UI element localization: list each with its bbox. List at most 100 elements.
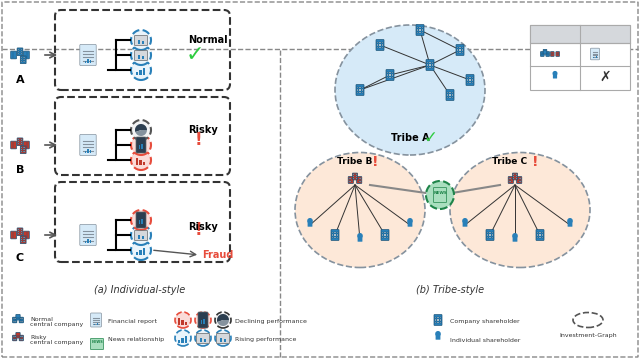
Bar xyxy=(387,77,388,78)
Bar xyxy=(447,94,449,95)
Bar xyxy=(382,234,383,236)
Bar xyxy=(380,45,381,46)
Bar xyxy=(387,234,388,236)
Bar xyxy=(18,53,19,54)
Bar xyxy=(487,232,488,233)
FancyBboxPatch shape xyxy=(434,314,442,325)
FancyBboxPatch shape xyxy=(456,45,464,55)
Bar xyxy=(21,241,22,242)
Bar xyxy=(220,338,222,342)
Bar xyxy=(389,74,390,75)
Text: Attribute: Attribute xyxy=(583,29,627,38)
Bar xyxy=(21,239,22,240)
Bar xyxy=(24,143,26,144)
FancyBboxPatch shape xyxy=(408,221,412,227)
Bar xyxy=(18,229,19,230)
Bar xyxy=(24,56,26,57)
Bar xyxy=(26,235,27,236)
Bar xyxy=(431,64,433,66)
Text: (b) Tribe-style: (b) Tribe-style xyxy=(416,285,484,295)
Text: (a) Individual-style: (a) Individual-style xyxy=(94,285,186,295)
FancyBboxPatch shape xyxy=(353,173,358,180)
Bar xyxy=(467,82,468,83)
Bar xyxy=(90,240,91,243)
FancyBboxPatch shape xyxy=(540,52,544,56)
Bar xyxy=(389,72,390,73)
Bar xyxy=(136,252,138,255)
FancyBboxPatch shape xyxy=(546,52,550,56)
Bar xyxy=(18,141,19,142)
Bar xyxy=(352,178,353,179)
Bar xyxy=(21,233,22,234)
Bar xyxy=(381,45,383,46)
Circle shape xyxy=(568,219,572,223)
Bar xyxy=(143,68,145,75)
Bar xyxy=(12,143,13,144)
Circle shape xyxy=(131,150,151,170)
Text: Declining performance: Declining performance xyxy=(235,320,307,325)
Circle shape xyxy=(131,30,151,50)
Bar xyxy=(417,27,419,28)
Bar xyxy=(204,319,205,324)
Bar xyxy=(362,89,363,90)
Bar xyxy=(461,50,463,51)
Bar xyxy=(540,232,541,233)
Bar xyxy=(85,150,86,153)
Bar xyxy=(509,181,510,182)
Text: Risky
central company: Risky central company xyxy=(30,335,83,345)
FancyBboxPatch shape xyxy=(13,335,17,341)
Bar xyxy=(472,76,473,78)
Bar xyxy=(530,25,630,90)
Bar xyxy=(23,241,24,242)
Bar xyxy=(185,322,188,325)
Circle shape xyxy=(426,181,454,209)
Bar xyxy=(23,61,24,62)
FancyBboxPatch shape xyxy=(543,49,547,54)
Circle shape xyxy=(175,312,191,328)
Bar xyxy=(141,56,143,59)
Bar xyxy=(357,87,358,88)
Bar xyxy=(392,77,393,78)
Text: B: B xyxy=(16,165,24,175)
Bar xyxy=(417,32,419,33)
FancyBboxPatch shape xyxy=(136,212,146,228)
Bar xyxy=(97,323,98,325)
Bar xyxy=(492,234,493,236)
Circle shape xyxy=(513,234,517,238)
Text: ✓: ✓ xyxy=(186,45,204,65)
Bar xyxy=(87,239,89,243)
Bar xyxy=(360,178,361,179)
Bar xyxy=(440,320,441,321)
Bar xyxy=(201,320,202,324)
Bar xyxy=(472,79,473,80)
Bar xyxy=(337,237,338,238)
FancyBboxPatch shape xyxy=(16,332,20,338)
FancyBboxPatch shape xyxy=(20,236,26,244)
Bar xyxy=(512,178,513,179)
Bar xyxy=(21,61,22,62)
Bar xyxy=(21,141,22,142)
FancyBboxPatch shape xyxy=(11,231,17,239)
Circle shape xyxy=(463,219,467,223)
Bar xyxy=(382,232,383,233)
Bar xyxy=(417,29,419,31)
Bar xyxy=(359,181,360,182)
Bar xyxy=(492,232,493,233)
Bar xyxy=(200,338,202,342)
Bar xyxy=(94,323,95,325)
FancyBboxPatch shape xyxy=(80,224,96,246)
Circle shape xyxy=(175,330,191,346)
Bar xyxy=(435,322,436,323)
Bar xyxy=(23,57,24,58)
Text: Tribe A: Tribe A xyxy=(390,133,429,143)
FancyBboxPatch shape xyxy=(513,173,518,180)
FancyBboxPatch shape xyxy=(20,56,26,64)
Bar xyxy=(178,340,180,343)
FancyBboxPatch shape xyxy=(196,334,209,344)
Bar xyxy=(541,237,543,238)
Bar xyxy=(85,241,86,243)
Bar xyxy=(12,146,13,147)
FancyBboxPatch shape xyxy=(134,36,147,46)
FancyBboxPatch shape xyxy=(516,177,522,183)
Bar xyxy=(460,52,461,53)
